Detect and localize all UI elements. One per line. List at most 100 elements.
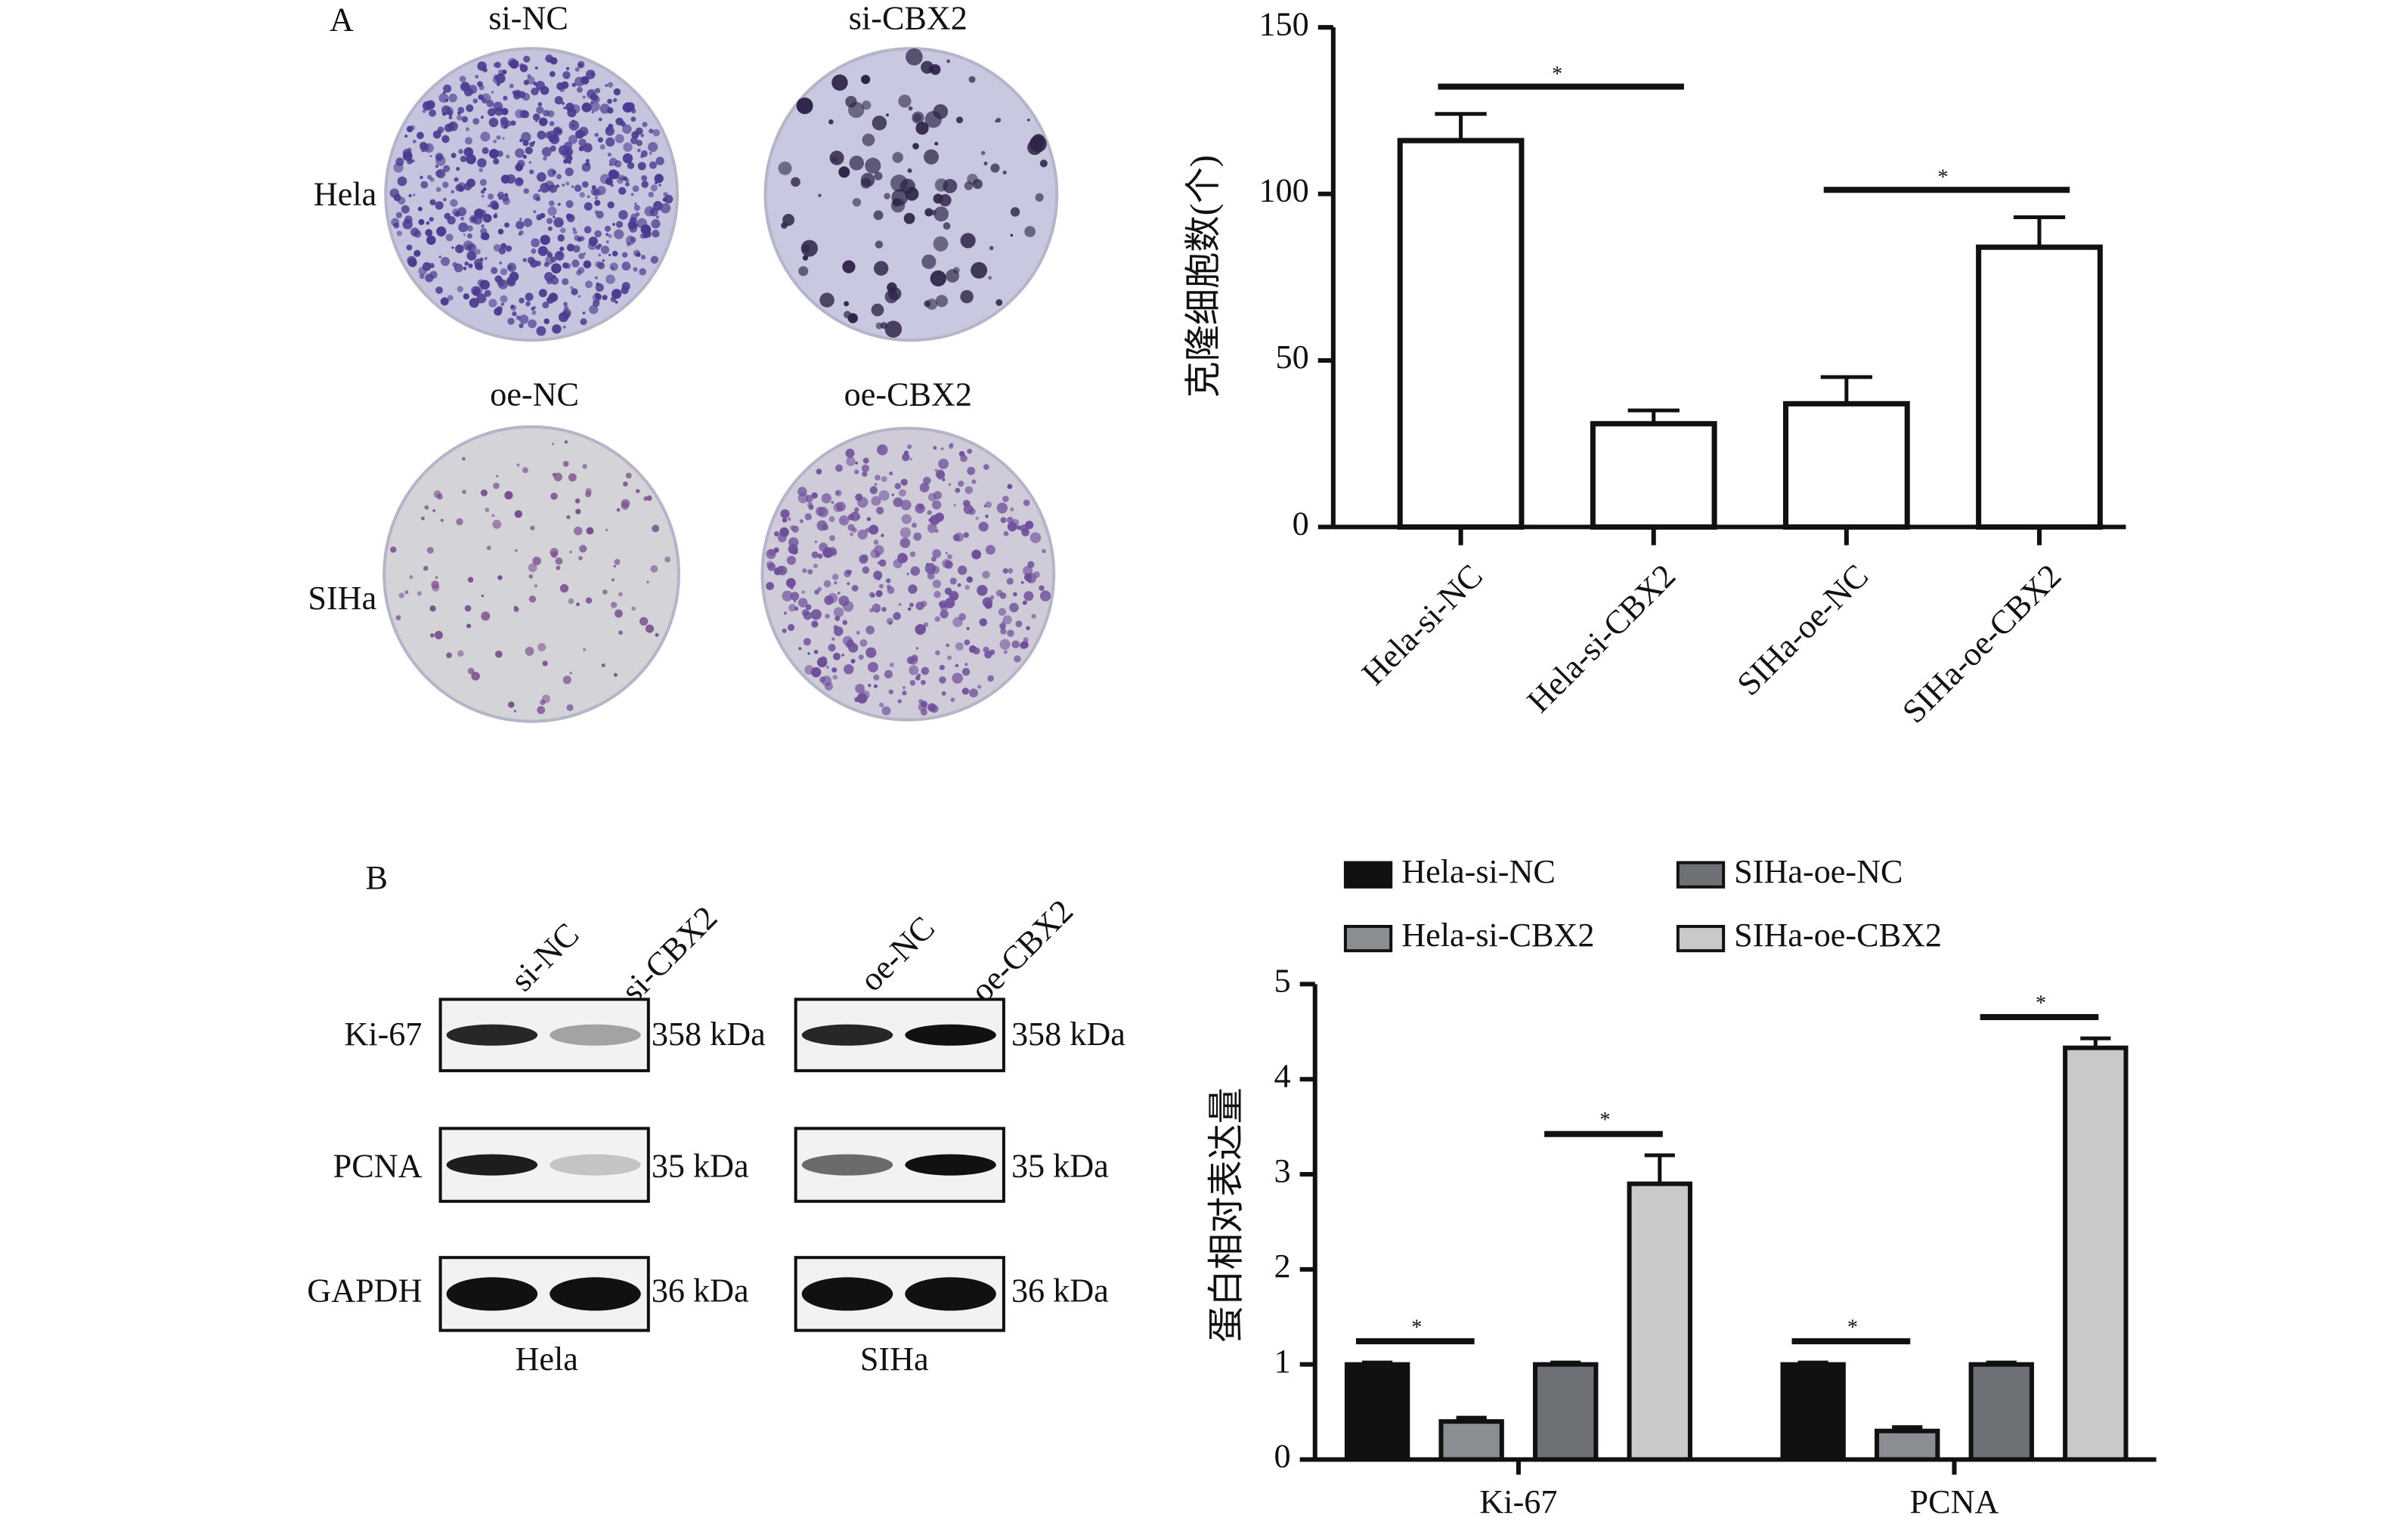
colony <box>861 75 871 85</box>
colony <box>534 66 538 70</box>
colony <box>787 623 795 631</box>
colony <box>542 302 550 309</box>
colony <box>590 101 600 112</box>
colony <box>865 157 881 174</box>
colony <box>457 107 465 114</box>
colony <box>624 181 630 187</box>
colony <box>865 625 875 635</box>
significance-label: * <box>1411 1316 1422 1339</box>
colony <box>429 605 436 612</box>
colony <box>934 590 941 598</box>
plates <box>382 47 1059 723</box>
colony <box>481 224 485 228</box>
colony <box>594 132 599 138</box>
colony <box>814 589 819 595</box>
colony <box>489 200 499 209</box>
colony <box>873 261 889 276</box>
colony <box>656 175 661 179</box>
colony <box>968 76 976 83</box>
colony <box>583 648 587 651</box>
colony <box>924 208 934 217</box>
colony <box>406 244 413 251</box>
colony <box>496 135 501 141</box>
colony <box>442 197 447 202</box>
colony <box>816 520 828 531</box>
colony <box>424 505 429 510</box>
colony <box>927 66 934 73</box>
colony <box>466 250 477 261</box>
colony <box>621 499 630 509</box>
colony <box>649 128 654 134</box>
colony <box>865 647 877 658</box>
colony <box>855 683 865 694</box>
colony <box>505 245 512 252</box>
colony <box>999 623 1006 629</box>
colony <box>616 508 621 512</box>
colony <box>549 121 555 127</box>
colony <box>446 652 452 659</box>
colony <box>838 166 850 178</box>
colony <box>831 667 838 673</box>
colony <box>612 170 620 179</box>
colony <box>818 193 822 197</box>
colony <box>465 127 470 131</box>
colony <box>540 234 550 246</box>
colony <box>546 252 553 258</box>
colony <box>960 233 976 249</box>
x-tick-label: SIHa-oe-CBX2 <box>1895 557 2068 730</box>
size-label: 36 kDa <box>1011 1273 1109 1310</box>
colony <box>967 448 973 454</box>
colony <box>952 617 963 627</box>
band <box>905 1277 996 1311</box>
colony <box>622 153 633 164</box>
colony <box>660 203 671 214</box>
colony <box>579 236 585 242</box>
colony <box>939 193 952 207</box>
colony <box>889 471 893 476</box>
colony <box>552 169 557 175</box>
colony <box>529 259 538 268</box>
colony <box>845 448 855 458</box>
colony <box>572 227 576 231</box>
colony <box>938 458 949 469</box>
colony <box>495 650 503 658</box>
colony <box>828 119 834 125</box>
colony <box>877 444 888 456</box>
colony <box>481 97 488 104</box>
colony <box>847 524 855 531</box>
colony <box>500 302 504 306</box>
colony <box>949 577 957 585</box>
lane-label: si-CBX2 <box>615 899 725 1010</box>
colony <box>766 582 774 590</box>
colony <box>459 76 466 82</box>
colony <box>609 262 618 271</box>
colony <box>662 197 667 202</box>
band <box>801 1024 893 1046</box>
colony <box>427 175 432 180</box>
colony <box>413 193 416 196</box>
colony <box>834 581 838 585</box>
colony <box>551 263 562 274</box>
panel-label: A <box>330 1 354 38</box>
colony <box>946 643 950 648</box>
colony <box>932 500 942 510</box>
colony <box>567 107 571 111</box>
colony <box>538 289 547 298</box>
colony <box>907 168 912 173</box>
colony <box>1039 590 1051 601</box>
colony <box>1023 637 1029 643</box>
colony <box>440 297 449 306</box>
colony <box>461 116 469 123</box>
colony <box>623 481 628 487</box>
colony <box>650 184 658 192</box>
colony <box>521 110 530 119</box>
colony <box>909 665 919 676</box>
band <box>801 1154 893 1176</box>
colony <box>985 514 989 518</box>
colony <box>496 82 500 86</box>
colony <box>847 514 855 521</box>
colony <box>521 131 531 143</box>
colony <box>869 592 875 598</box>
colony <box>1023 565 1033 576</box>
protein-label: Ki-67 <box>344 1016 422 1053</box>
